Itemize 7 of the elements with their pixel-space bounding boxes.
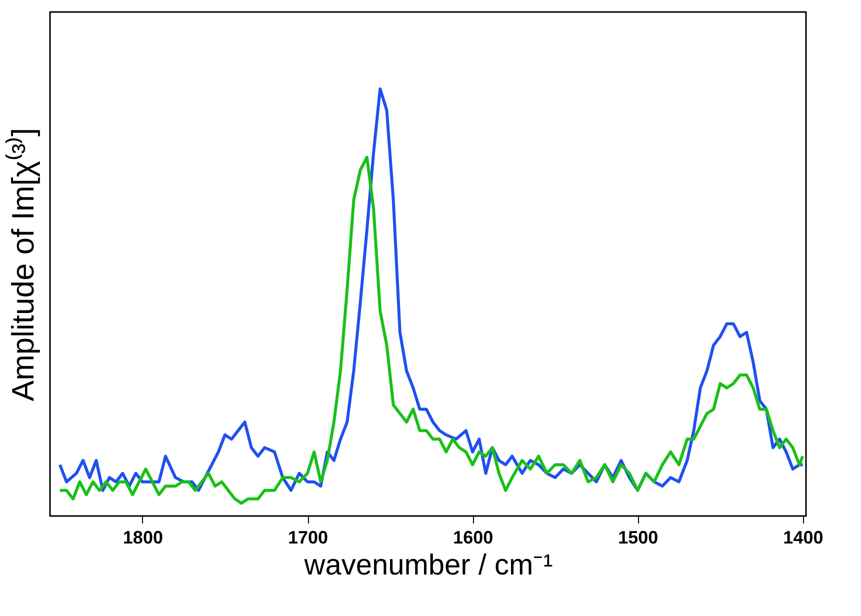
x-tick-label: 1800 xyxy=(122,528,163,548)
x-tick-label: 1600 xyxy=(453,528,494,548)
x-axis-title: wavenumber / cm⁻¹ xyxy=(303,550,554,582)
y-axis-title: Amplitude of Im[χ⁽³⁾] xyxy=(4,128,40,402)
x-tick-label: 1500 xyxy=(618,528,658,548)
x-tick-label: 1700 xyxy=(288,528,328,548)
x-tick-label: 1400 xyxy=(783,528,824,548)
